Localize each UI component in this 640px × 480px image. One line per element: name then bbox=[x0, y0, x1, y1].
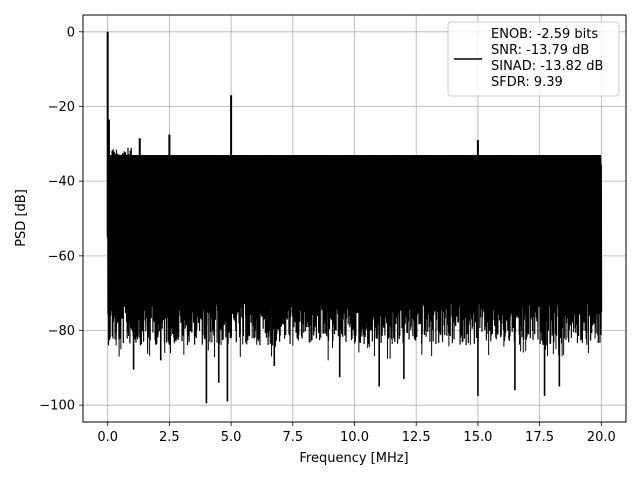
y-tick-label: −60 bbox=[48, 249, 75, 264]
y-tick-label: −40 bbox=[48, 175, 75, 190]
psd-series bbox=[106, 31, 603, 404]
y-tick-label: 0 bbox=[67, 25, 75, 40]
y-tick-label: −20 bbox=[48, 100, 75, 115]
x-axis-label: Frequency [MHz] bbox=[299, 451, 408, 466]
axis-ticks: 0.0 2.5 5.0 7.5 10.0 12.5 15.0 17.5 20.0 0 −20 −40 −… bbox=[39, 25, 616, 445]
y-axis-label: PSD [dB] bbox=[14, 189, 29, 247]
x-tick-label: 5.0 bbox=[221, 430, 242, 445]
x-tick-label: 15.0 bbox=[463, 430, 492, 445]
x-tick-label: 10.0 bbox=[340, 430, 369, 445]
legend-snr: SNR: -13.79 dB bbox=[491, 43, 589, 58]
legend: ENOB: -2.59 bits SNR: -13.79 dB SINAD: -… bbox=[447, 21, 620, 97]
legend-enob: ENOB: -2.59 bits bbox=[491, 27, 598, 42]
y-tick-label: −80 bbox=[48, 324, 75, 339]
legend-sfdr: SFDR: 9.39 bbox=[491, 75, 563, 90]
psd-trace bbox=[107, 147, 603, 346]
x-tick-label: 17.5 bbox=[525, 430, 554, 445]
x-tick-label: 2.5 bbox=[159, 430, 180, 445]
x-tick-label: 7.5 bbox=[282, 430, 303, 445]
legend-box bbox=[447, 21, 620, 97]
x-tick-label: 20.0 bbox=[587, 430, 616, 445]
x-tick-label: 12.5 bbox=[402, 430, 431, 445]
x-tick-label: 0.0 bbox=[97, 430, 118, 445]
y-tick-label: −100 bbox=[39, 399, 75, 414]
legend-sinad: SINAD: -13.82 dB bbox=[491, 59, 603, 74]
